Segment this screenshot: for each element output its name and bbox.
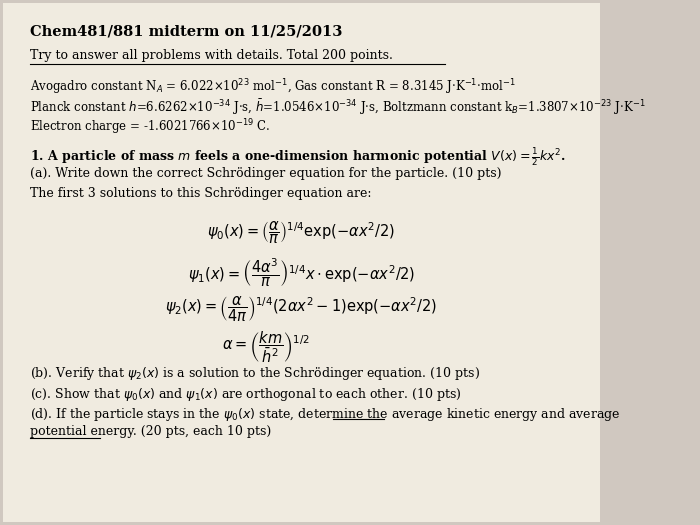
Text: $\alpha = \left(\dfrac{km}{\bar{h}^2}\right)^{1/2}$: $\alpha = \left(\dfrac{km}{\bar{h}^2}\ri… [221, 330, 309, 365]
FancyBboxPatch shape [3, 3, 600, 522]
Text: $\psi_2(x) = \left(\dfrac{\alpha}{4\pi}\right)^{1/4} (2\alpha x^2 - 1)\exp(-\alp: $\psi_2(x) = \left(\dfrac{\alpha}{4\pi}\… [165, 294, 438, 324]
Text: Try to answer all problems with details. Total 200 points.: Try to answer all problems with details.… [29, 49, 393, 62]
Text: 1. A particle of mass $\bf{\it{m}}$ feels a one-dimension harmonic potential $V(: 1. A particle of mass $\bf{\it{m}}$ feel… [29, 145, 565, 167]
Text: (b). Verify that $\psi_2(x)$ is a solution to the Schrödinger equation. (10 pts): (b). Verify that $\psi_2(x)$ is a soluti… [29, 365, 480, 382]
Text: (d). If the particle stays in the $\psi_0(x)$ state, determine the average kinet: (d). If the particle stays in the $\psi_… [29, 406, 620, 423]
Text: $\psi_0(x) = \left(\dfrac{\alpha}{\pi}\right)^{1/4} \exp(-\alpha x^2/2)$: $\psi_0(x) = \left(\dfrac{\alpha}{\pi}\r… [207, 219, 396, 246]
Text: Chem481/881 midterm on 11/25/2013: Chem481/881 midterm on 11/25/2013 [29, 25, 342, 39]
Text: Planck constant $h$=6.6262×10$^{-34}$ J·s, $\bar{h}$=1.0546×10$^{-34}$ J·s, Bolt: Planck constant $h$=6.6262×10$^{-34}$ J·… [29, 97, 645, 117]
Text: The first 3 solutions to this Schrödinger equation are:: The first 3 solutions to this Schrödinge… [29, 187, 371, 200]
Text: Avogadro constant N$_A$ = 6.022×10$^{23}$ mol$^{-1}$, Gas constant R = 8.3145 J·: Avogadro constant N$_A$ = 6.022×10$^{23}… [29, 78, 515, 97]
Text: (a). Write down the correct Schrödinger equation for the particle. (10 pts): (a). Write down the correct Schrödinger … [29, 167, 501, 181]
Text: potential energy. (20 pts, each 10 pts): potential energy. (20 pts, each 10 pts) [29, 425, 271, 438]
Text: Electron charge = -1.6021766×10$^{-19}$ C.: Electron charge = -1.6021766×10$^{-19}$ … [29, 117, 270, 136]
Text: (c). Show that $\psi_0(x)$ and $\psi_1(x)$ are orthogonal to each other. (10 pts: (c). Show that $\psi_0(x)$ and $\psi_1(x… [29, 385, 461, 403]
Text: $\psi_1(x) = \left(\dfrac{4\alpha^3}{\pi}\right)^{1/4} x \cdot \exp(-\alpha x^2/: $\psi_1(x) = \left(\dfrac{4\alpha^3}{\pi… [188, 257, 415, 289]
